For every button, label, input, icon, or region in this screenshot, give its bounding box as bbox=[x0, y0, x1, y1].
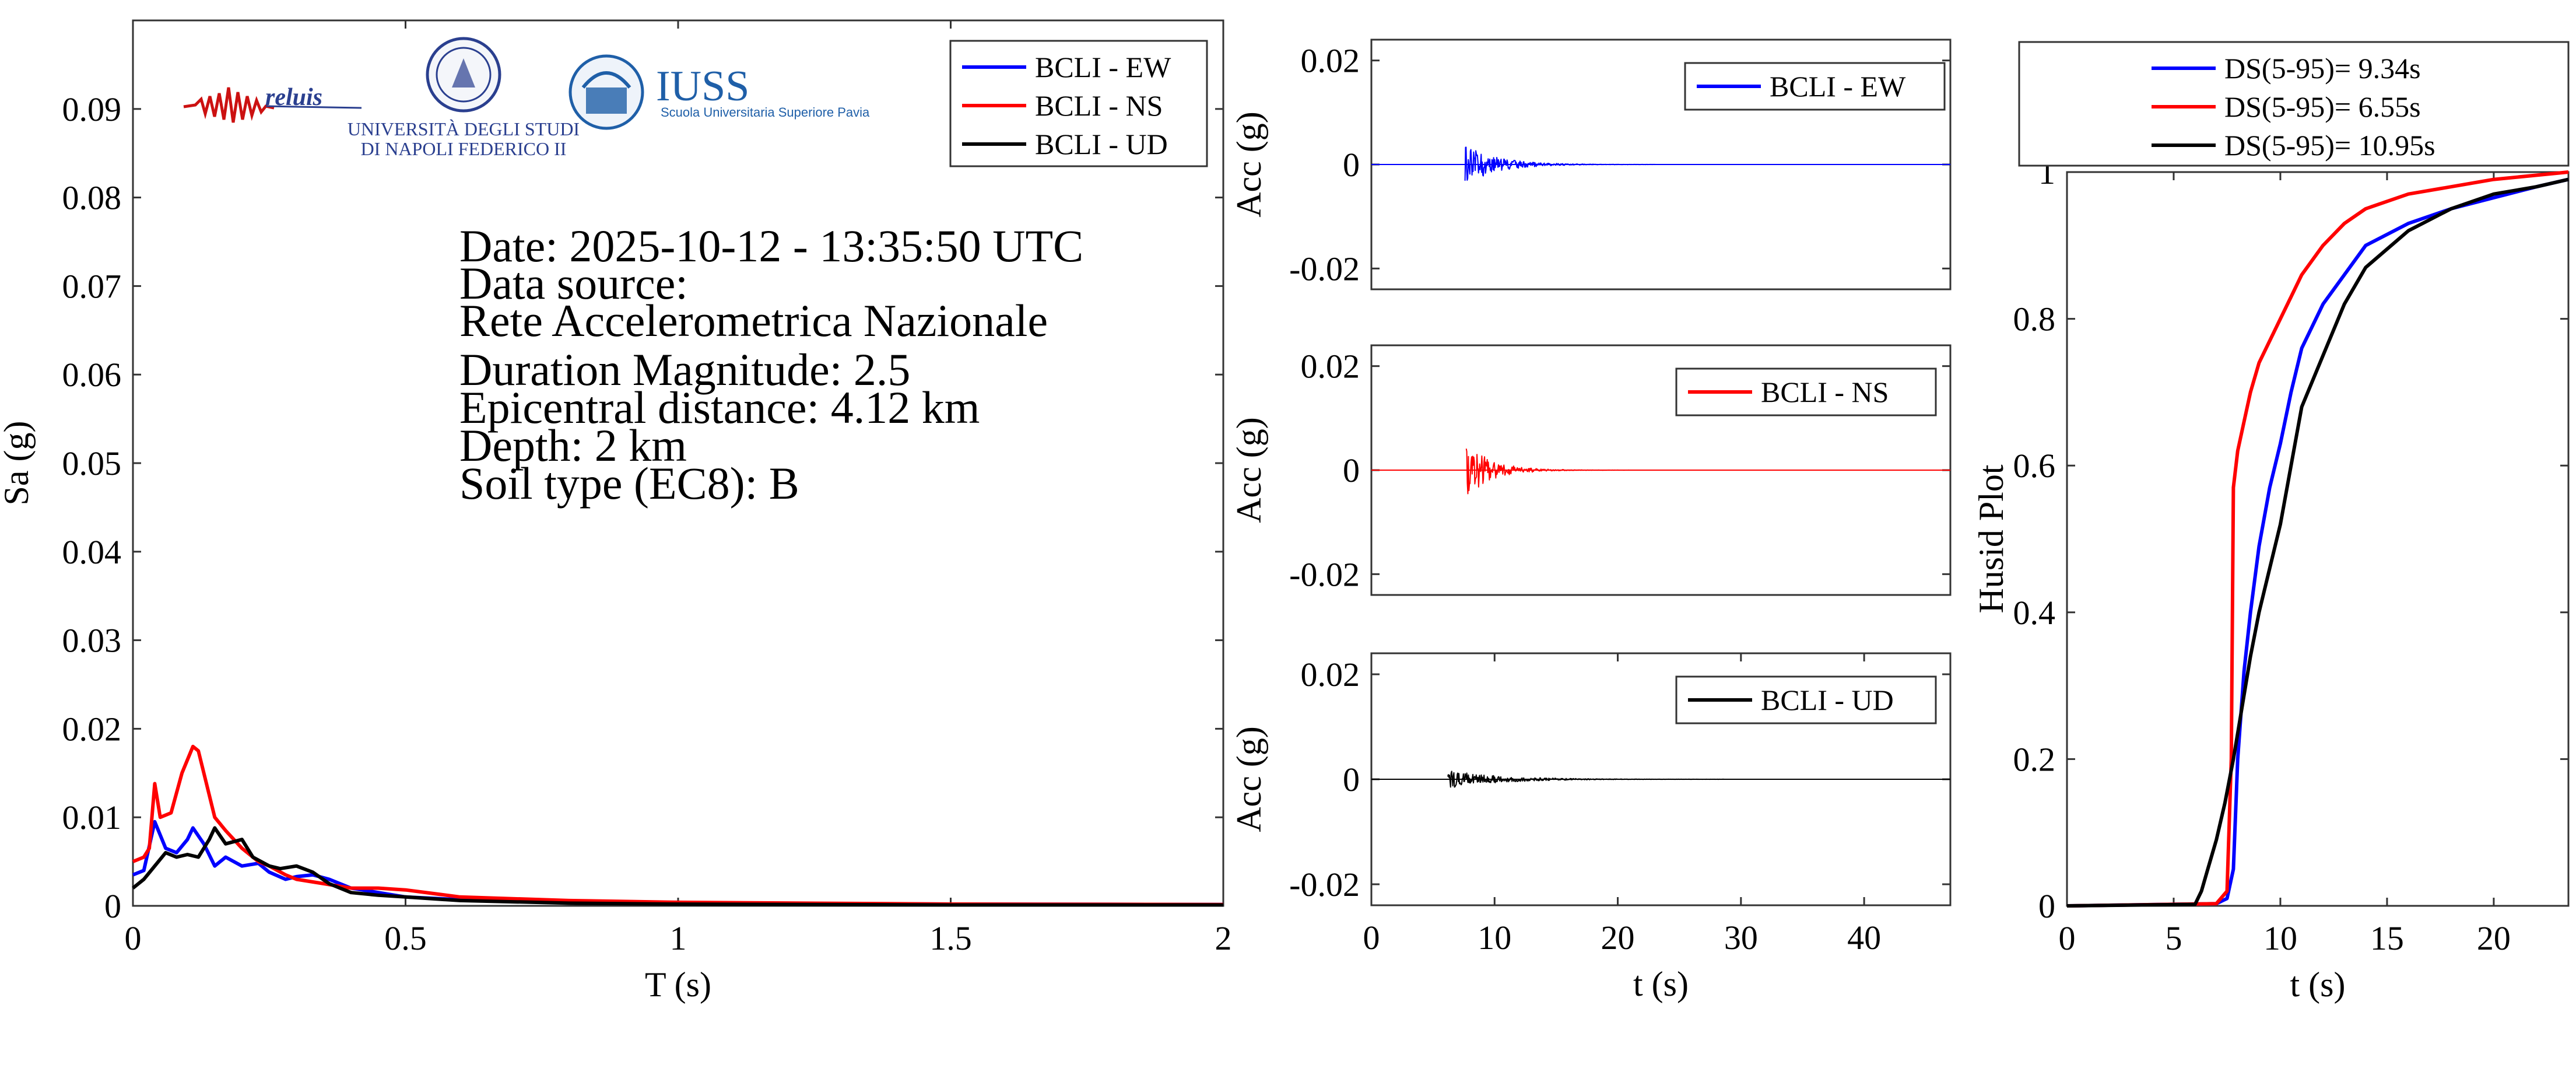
spectrum-series-ew bbox=[132, 820, 1224, 906]
logo-reluis-text: reluis bbox=[265, 84, 322, 111]
spectrum-legend-label: BCLI - UD bbox=[1035, 128, 1168, 160]
logo-unina-line2: DI NAPOLI FEDERICO II bbox=[361, 138, 567, 159]
acc_ud-trace bbox=[1447, 771, 1950, 788]
husid-xtick-label: 10 bbox=[2263, 919, 2297, 957]
spectrum-legend-label: BCLI - EW bbox=[1035, 51, 1171, 83]
acc_ns-ytick-label: 0 bbox=[1343, 451, 1360, 489]
spectrum-xtick-label: 2 bbox=[1215, 919, 1232, 957]
spectrum-xtick-label: 1.5 bbox=[929, 919, 972, 957]
logo-unina-line1: UNIVERSITÀ DEGLI STUDI bbox=[348, 118, 580, 139]
acc_ns-legend-label: BCLI - NS bbox=[1761, 376, 1889, 408]
spectrum-series-ns bbox=[132, 744, 1224, 906]
info-depth: Depth: 2 km bbox=[459, 420, 687, 471]
acc-ns-panel: -0.02 0 0.02 Acc (g) BCLI - NS bbox=[1230, 344, 1952, 596]
husid-series-ud bbox=[2066, 177, 2569, 908]
spectrum-ytick-label: 0.06 bbox=[62, 356, 122, 394]
acc_ew-ytick-label: 0.02 bbox=[1301, 42, 1360, 80]
acc_ud-xtick-label: 0 bbox=[1363, 919, 1380, 957]
info-source-label: Data source: bbox=[459, 258, 688, 309]
husid-ytick-label: 0.6 bbox=[2013, 447, 2056, 485]
acc_ud-ytick-label: 0.02 bbox=[1301, 656, 1360, 694]
logo-iuss: IUSS Scuola Universitaria Superiore Pavi… bbox=[568, 54, 870, 130]
acc_ud-ytick-label: 0 bbox=[1343, 761, 1360, 799]
acc_ew-legend-label: BCLI - EW bbox=[1770, 70, 1906, 103]
acc_ud-ylabel: Acc (g) bbox=[1230, 726, 1268, 832]
spectrum-ylabel: Sa (g) bbox=[0, 421, 36, 506]
husid-legend-label: DS(5-95)= 10.95s bbox=[2224, 129, 2435, 162]
info-date: Date: 2025-10-12 - 13:35:50 UTC bbox=[459, 220, 1083, 271]
spectrum-xtick-label: 1 bbox=[670, 919, 687, 957]
husid-xtick-label: 0 bbox=[2059, 919, 2076, 957]
acc_ud-xtick-label: 40 bbox=[1847, 919, 1881, 957]
acc_ud-ytick-label: -0.02 bbox=[1289, 866, 1360, 904]
husid-ytick-label: 0.8 bbox=[2013, 300, 2056, 338]
husid-axes-frame bbox=[2066, 171, 2570, 907]
logo-unina: UNIVERSITÀ DEGLI STUDI DI NAPOLI FEDERIC… bbox=[348, 37, 580, 159]
spectrum-xlabel: T (s) bbox=[645, 965, 711, 1004]
husid-xtick-label: 5 bbox=[2165, 919, 2182, 957]
acc_ud-xtick-label: 10 bbox=[1477, 919, 1511, 957]
spectrum-ytick-label: 0.05 bbox=[62, 444, 122, 482]
logo-iuss-text: IUSS bbox=[656, 62, 749, 110]
acc_ns-ytick-label: 0.02 bbox=[1301, 348, 1360, 386]
spectrum-panel: 0 0.01 0.02 0.03 0.04 0.05 0.06 0.07 0.08 0.09 0 0.… bbox=[0, 19, 1232, 1004]
acc_ud-legend-label: BCLI - UD bbox=[1761, 684, 1894, 716]
spectrum-ytick-label: 0.02 bbox=[62, 710, 122, 748]
husid-ytick-label: 0 bbox=[2038, 887, 2055, 925]
husid-ytick-label: 0.4 bbox=[2013, 594, 2056, 632]
spectrum-ytick-label: 0.03 bbox=[62, 622, 122, 660]
acc-ew-panel: -0.02 0 0.02 Acc (g) BCLI - EW bbox=[1230, 38, 1952, 290]
husid-legend-label: DS(5-95)= 9.34s bbox=[2224, 52, 2421, 85]
logo-iuss-sub: Scuola Universitaria Superiore Pavia bbox=[661, 105, 870, 120]
acc_ud-xtick-label: 30 bbox=[1724, 919, 1758, 957]
husid-ylabel: Husid Plot bbox=[1972, 464, 2010, 613]
logo-reluis: reluis bbox=[183, 84, 362, 123]
husid-panel: 00.20.40.60.810 5 10 15 20t (s)Husid PlotDS(… bbox=[1972, 41, 2570, 1004]
acc_ns-trace bbox=[1465, 449, 1951, 495]
acc_ew-trace bbox=[1464, 146, 1951, 181]
acc_ew-ylabel: Acc (g) bbox=[1230, 111, 1268, 218]
spectrum-series-ud bbox=[132, 826, 1223, 907]
husid-xtick-label: 20 bbox=[2477, 919, 2511, 957]
spectrum-ytick-label: 0 bbox=[104, 887, 121, 925]
acc_ns-ylabel: Acc (g) bbox=[1230, 417, 1268, 523]
husid-xtick-label: 15 bbox=[2370, 919, 2404, 957]
spectrum-xtick-label: 0.5 bbox=[384, 919, 427, 957]
spectrum-ytick-label: 0.09 bbox=[62, 90, 122, 128]
acc_ew-ytick-label: 0 bbox=[1343, 146, 1360, 184]
acc_ud-xtick-label: 20 bbox=[1601, 919, 1635, 957]
husid-ytick-label: 0.2 bbox=[2013, 740, 2056, 778]
spectrum-ytick-label: 0.04 bbox=[62, 533, 122, 571]
spectrum-ytick-label: 0.07 bbox=[62, 267, 122, 305]
acc_ew-ytick-label: -0.02 bbox=[1289, 250, 1360, 288]
husid-legend-label: DS(5-95)= 6.55s bbox=[2224, 90, 2421, 123]
acc_ud-xlabel: t (s) bbox=[1633, 965, 1689, 1003]
acc_ns-ytick-label: -0.02 bbox=[1289, 555, 1360, 593]
info-soil: Soil type (EC8): B bbox=[459, 458, 799, 509]
info-magnitude: Duration Magnitude: 2.5 bbox=[459, 344, 910, 395]
spectrum-xtick-label: 0 bbox=[125, 919, 142, 957]
spectrum-ytick-label: 0.01 bbox=[62, 799, 122, 836]
husid-series-ew bbox=[2066, 177, 2569, 908]
husid-series-ns bbox=[2066, 170, 2569, 908]
spectrum-ytick-label: 0.08 bbox=[62, 179, 122, 217]
event-info: Date: 2025-10-12 - 13:35:50 UTC Data sou… bbox=[459, 220, 1083, 509]
info-source: Rete Accelerometrica Nazionale bbox=[459, 295, 1048, 346]
husid-xlabel: t (s) bbox=[2290, 965, 2346, 1004]
info-distance: Epicentral distance: 4.12 km bbox=[459, 382, 980, 433]
husid-legend bbox=[2018, 41, 2570, 167]
spectrum-legend-label: BCLI - NS bbox=[1035, 89, 1163, 122]
